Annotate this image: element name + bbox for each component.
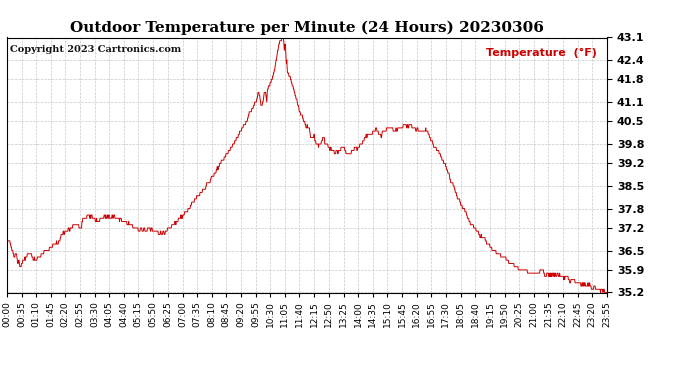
Temperature  (°F) [277,35,286,40]
Title: Outdoor Temperature per Minute (24 Hours) 20230306: Outdoor Temperature per Minute (24 Hours… [70,21,544,35]
Temperature  (°F) [479,236,487,240]
Temperature  (°F) [136,226,144,230]
Temperature  (°F) [3,238,11,243]
Temperature  (°F) [603,290,611,295]
Temperature  (°F) [401,122,409,127]
Line: Temperature  (°F): Temperature (°F) [7,38,607,292]
Legend: Temperature  (°F): Temperature (°F) [451,43,602,62]
Temperature  (°F) [532,271,540,275]
Temperature  (°F) [596,290,604,295]
Temperature  (°F) [121,219,130,224]
Text: Copyright 2023 Cartronics.com: Copyright 2023 Cartronics.com [10,45,181,54]
Temperature  (°F) [204,180,212,185]
